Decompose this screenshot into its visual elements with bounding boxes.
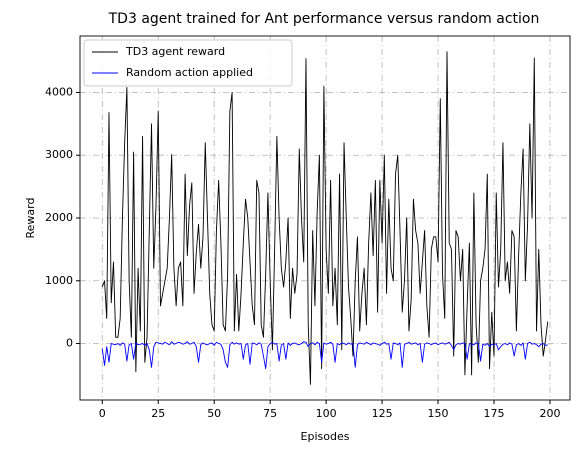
x-tick-label: 125 (372, 407, 393, 420)
line-series (101, 341, 548, 370)
chart-title: TD3 agent trained for Ant performance ve… (108, 11, 540, 27)
plot-frame (79, 35, 571, 401)
y-tick-label: 2000 (45, 211, 73, 224)
x-tick-label: 150 (428, 407, 449, 420)
y-axis-label: Reward (24, 198, 37, 239)
x-tick-label: 50 (207, 407, 221, 420)
x-tick-label: 100 (316, 407, 337, 420)
line-series (101, 51, 549, 385)
x-tick-label: 175 (484, 407, 505, 420)
x-tick-label: 0 (99, 407, 106, 420)
y-tick-label: 0 (66, 337, 73, 350)
x-tick-label: 200 (539, 407, 560, 420)
y-tick-label: 4000 (45, 85, 73, 98)
y-tick-label: 1000 (45, 274, 73, 287)
y-tick-label: 3000 (45, 148, 73, 161)
legend-label: TD3 agent reward (125, 45, 225, 58)
x-tick-label: 75 (263, 407, 277, 420)
legend-box (83, 39, 293, 87)
x-tick-label: 25 (151, 407, 165, 420)
x-axis-label: Episodes (301, 430, 350, 443)
legend-label: Random action applied (126, 66, 253, 79)
